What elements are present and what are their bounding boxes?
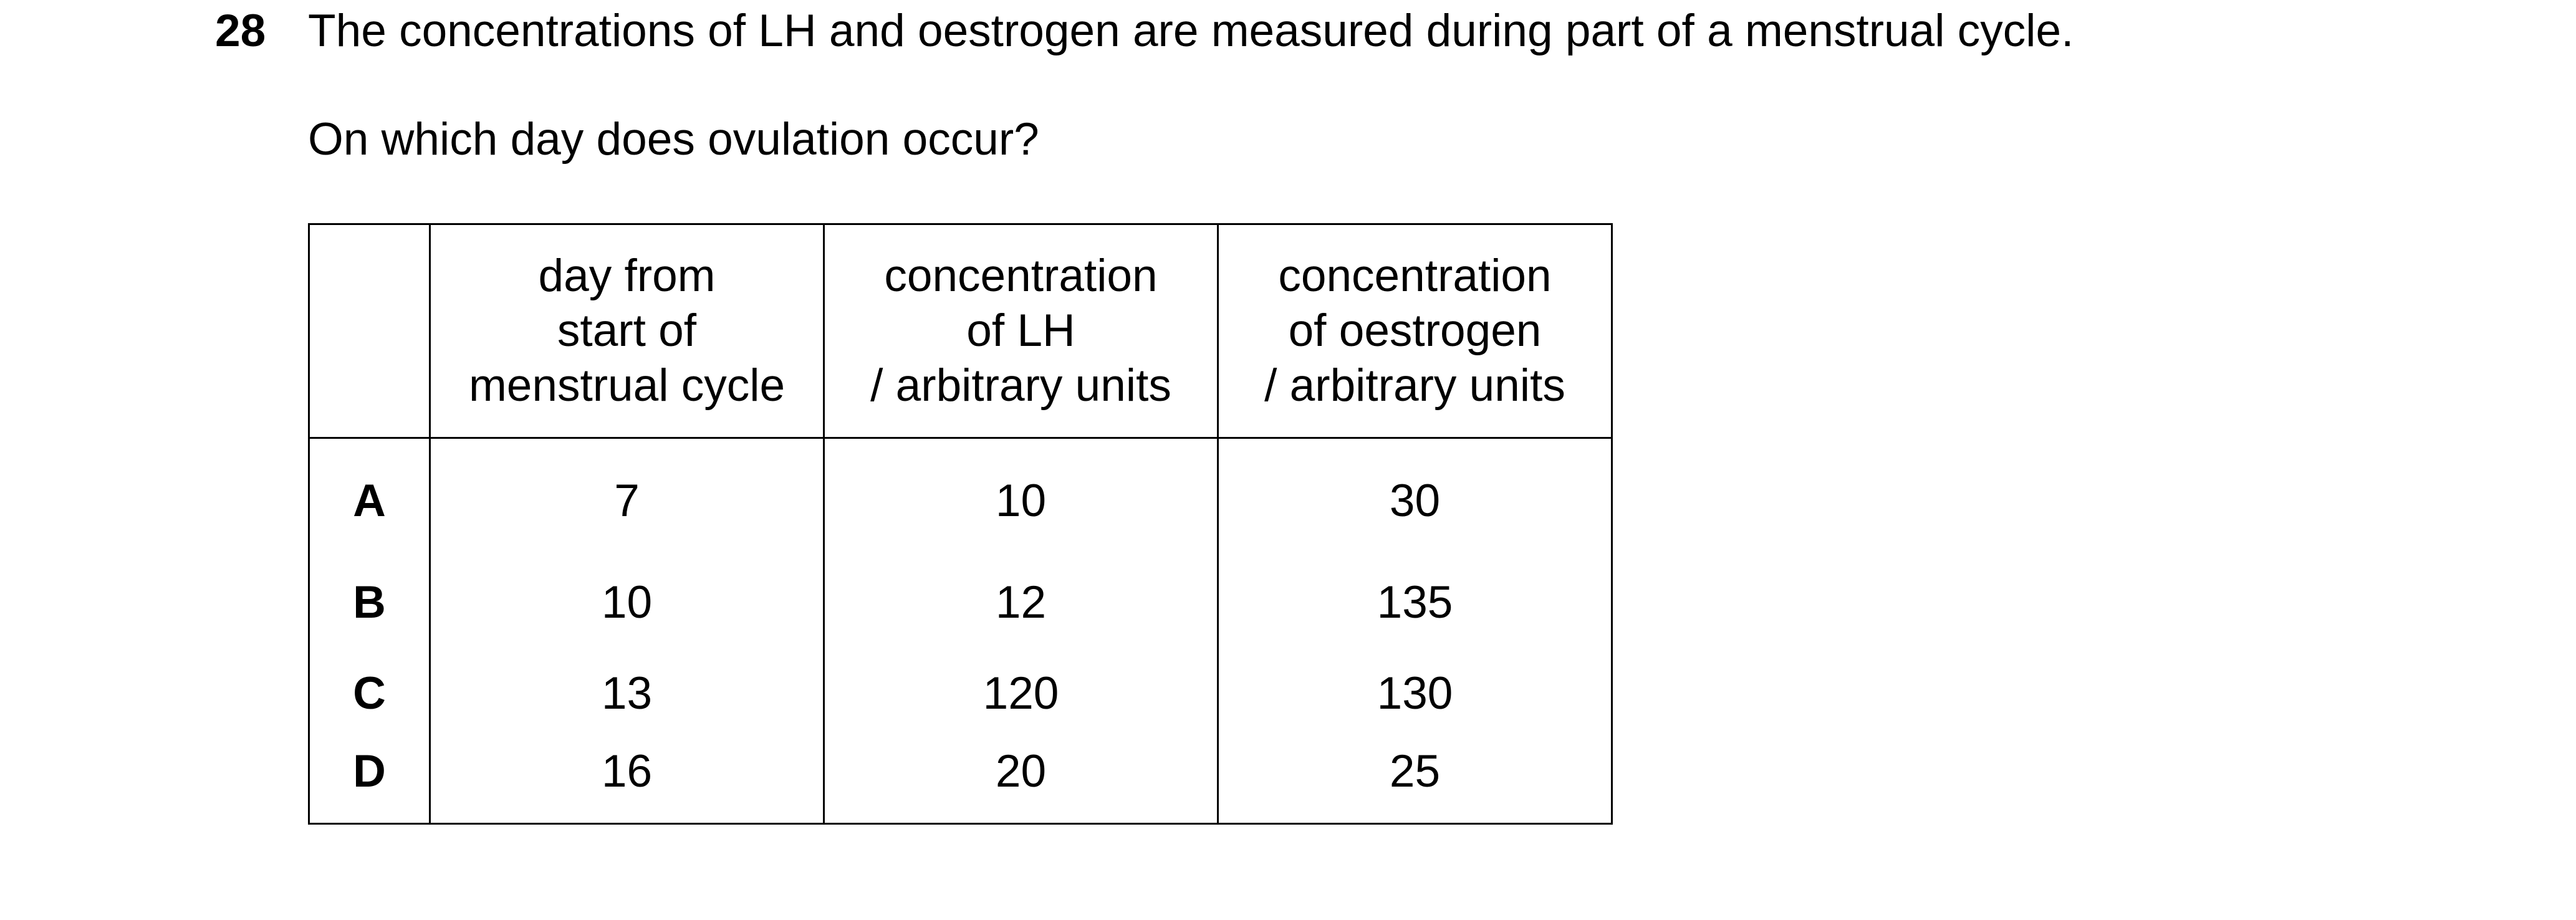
option-letter: A (308, 438, 431, 557)
lh-cell: 10 (823, 438, 1219, 557)
question-stem: The concentrations of LH and oestrogen a… (308, 6, 2074, 56)
question-number: 28 (215, 6, 266, 56)
option-letter: D (308, 739, 431, 825)
oestrogen-cell: 30 (1217, 438, 1613, 557)
header-oestrogen-concentration: concentration of oestrogen / arbitrary u… (1217, 223, 1613, 439)
header-option (308, 223, 431, 439)
option-letter: C (308, 648, 431, 739)
day-cell: 13 (429, 648, 825, 739)
table-row: B 10 12 135 (308, 557, 1613, 648)
oestrogen-cell: 135 (1217, 557, 1613, 648)
table-row: C 13 120 130 (308, 648, 1613, 739)
answer-table: day from start of menstrual cycle concen… (308, 223, 1613, 825)
oestrogen-cell: 25 (1217, 739, 1613, 825)
day-cell: 16 (429, 739, 825, 825)
header-lh-concentration: concentration of LH / arbitrary units (823, 223, 1219, 439)
oestrogen-cell: 130 (1217, 648, 1613, 739)
day-cell: 7 (429, 438, 825, 557)
lh-cell: 20 (823, 739, 1219, 825)
question-prompt: On which day does ovulation occur? (308, 114, 1039, 165)
table-row: A 7 10 30 (308, 438, 1613, 557)
lh-cell: 12 (823, 557, 1219, 648)
day-cell: 10 (429, 557, 825, 648)
lh-cell: 120 (823, 648, 1219, 739)
table-row: D 16 20 25 (308, 739, 1613, 825)
header-row: day from start of menstrual cycle concen… (308, 223, 1613, 439)
header-day: day from start of menstrual cycle (429, 223, 825, 439)
option-letter: B (308, 557, 431, 648)
